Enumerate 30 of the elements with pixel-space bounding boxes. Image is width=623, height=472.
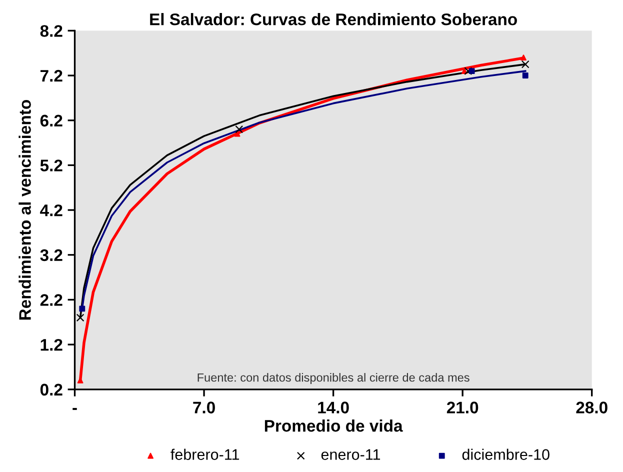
y-tick-label: 7.2 bbox=[40, 70, 62, 82]
point bbox=[79, 306, 86, 312]
point bbox=[234, 130, 240, 137]
y-tick-label: 3.2 bbox=[40, 249, 62, 262]
x-tick-label: - bbox=[72, 408, 77, 410]
x-axis-title: Promedio de vida bbox=[264, 420, 403, 432]
y-tick-label: 4.2 bbox=[40, 204, 62, 216]
legend-label: febrero-11 bbox=[170, 448, 240, 460]
y-tick-label: 2.2 bbox=[40, 294, 62, 306]
y-tick-label: 0.2 bbox=[40, 384, 62, 396]
legend-label: diciembre-10 bbox=[462, 448, 550, 460]
y-tick-label: 6.2 bbox=[40, 114, 62, 127]
y-axis-title: Rendimiento al vencimiento bbox=[18, 100, 31, 320]
x-tick-label: 28.0 bbox=[576, 402, 608, 414]
annotation: Fuente: con datos disponibles al cierre de cada mes bbox=[198, 373, 470, 384]
point bbox=[235, 125, 244, 134]
point bbox=[522, 72, 528, 78]
y-tick-label: 5.2 bbox=[40, 160, 62, 172]
x-tick-label: 7.0 bbox=[193, 402, 215, 414]
x-tick-label: 21.0 bbox=[446, 402, 478, 414]
legend-label: enero-11 bbox=[321, 449, 380, 460]
y-tick-label: 1.2 bbox=[40, 338, 62, 351]
chart-title: El Salvador: Curvas de Rendimiento Soberano bbox=[150, 13, 517, 26]
point bbox=[521, 60, 530, 68]
point bbox=[464, 67, 472, 75]
point bbox=[468, 68, 475, 74]
y-tick-label: 8.2 bbox=[40, 25, 62, 37]
point bbox=[76, 314, 84, 322]
x-tick-label: 14.0 bbox=[318, 402, 349, 414]
point bbox=[520, 54, 526, 61]
